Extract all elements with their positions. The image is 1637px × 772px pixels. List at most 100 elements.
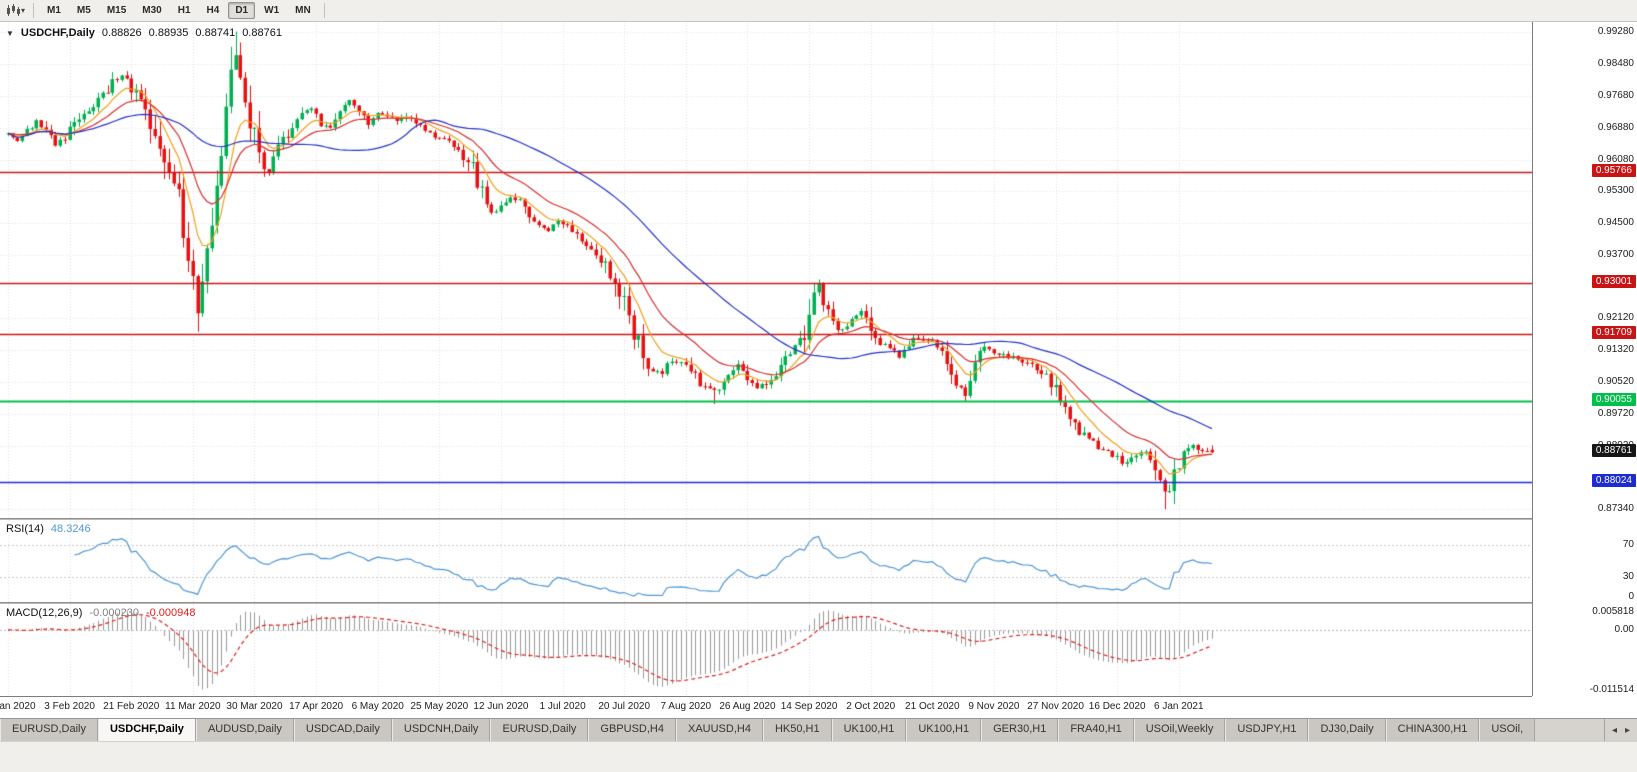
price-axis-label: 0.96080 [1597, 154, 1634, 165]
macd-main-value: -0.000230 [89, 607, 139, 619]
status-bar [0, 741, 1637, 772]
collapse-panel-icon[interactable]: ▼ [6, 28, 14, 38]
chart-tab-eurusd-daily[interactable]: EURUSD,Daily [0, 719, 98, 741]
tabs-scroll-controls: ◂ ▸ [1603, 719, 1637, 741]
time-axis-label: 3 Feb 2020 [44, 701, 95, 712]
macd-signal-value: -0.000948 [145, 607, 196, 619]
timeframe-button-mn[interactable]: MN [295, 5, 311, 16]
time-axis-label: 1 Jul 2020 [539, 701, 586, 712]
timeframe-button-m5[interactable]: M5 [76, 5, 91, 16]
time-axis-label: 9 Nov 2020 [968, 701, 1020, 712]
price-axis-label: 0.96880 [1597, 122, 1634, 133]
time-axis[interactable]: 15 Jan 2020 3 Feb 2020 21 Feb 2020 11 Mar 2… [0, 696, 1532, 718]
macd-axis-label: 0.005818 [1592, 606, 1634, 617]
low-value: 0.88741 [195, 27, 236, 39]
macd-indicator-canvas[interactable] [0, 604, 1532, 696]
time-axis-label: 11 Mar 2020 [165, 701, 221, 712]
chart-tabs: EURUSD,Daily USDCHF,Daily AUDUSD,Daily USDC… [0, 719, 1604, 741]
timeframe-button-h1[interactable]: H1 [177, 5, 191, 16]
chart-tab-usdchf-daily[interactable]: USDCHF,Daily [97, 719, 196, 741]
price-line-tag[interactable]: 0.91709 [1591, 326, 1636, 339]
chart-tab-xauusd-h4[interactable]: XAUUSD,H4 [675, 719, 763, 741]
timeframe-button-w1[interactable]: W1 [264, 5, 280, 16]
rsi-axis-label: 70 [1622, 539, 1634, 550]
time-axis-label: 7 Aug 2020 [660, 701, 712, 712]
price-axis-label: 0.95300 [1597, 185, 1634, 196]
macd-axis-label: -0.011514 [1589, 684, 1634, 695]
chart-tab-fra40-h1[interactable]: FRA40,H1 [1058, 719, 1134, 741]
panel-splitter[interactable] [0, 518, 1637, 520]
price-chart-canvas[interactable] [0, 22, 1532, 518]
time-axis-label: 21 Feb 2020 [103, 701, 160, 712]
price-line-tag[interactable]: 0.93001 [1591, 275, 1636, 288]
chart-tab-usdcad-daily[interactable]: USDCAD,Daily [293, 719, 392, 741]
price-axis-label: 0.89720 [1597, 408, 1634, 419]
rsi-value: 48.3246 [50, 523, 91, 535]
timeframe-button-m1[interactable]: M1 [47, 5, 61, 16]
rsi-indicator-canvas[interactable] [0, 520, 1532, 602]
price-axis-label: 0.91320 [1597, 344, 1634, 355]
timeframe-button-m30[interactable]: M30 [142, 5, 162, 16]
chart-title: ▼ USDCHF,Daily 0.88826 0.88935 0.88741 0… [6, 27, 282, 39]
chart-tab-uk100-h1[interactable]: UK100,H1 [906, 719, 982, 741]
chart-tab-usdcnh-daily[interactable]: USDCNH,Daily [391, 719, 491, 741]
panel-splitter[interactable] [0, 602, 1637, 604]
time-axis-label: 2 Oct 2020 [846, 701, 896, 712]
time-axis-label: 27 Nov 2020 [1027, 701, 1084, 712]
rsi-axis-label: 0 [1628, 591, 1634, 602]
price-line-tag[interactable]: 0.88024 [1591, 474, 1636, 487]
rsi-indicator-label: RSI(14) 48.3246 [6, 523, 91, 535]
toolbar-separator [323, 3, 325, 18]
time-axis-label: 26 Aug 2020 [719, 701, 776, 712]
time-axis-label: 17 Apr 2020 [289, 701, 344, 712]
time-axis-label: 14 Sep 2020 [780, 701, 838, 712]
timeframe-button-d1[interactable]: D1 [228, 2, 256, 19]
open-value: 0.88826 [101, 27, 142, 39]
chart-tab-hk50-h1[interactable]: HK50,H1 [762, 719, 832, 741]
rsi-axis-label: 30 [1622, 571, 1634, 582]
chart-tab-ger30-h1[interactable]: GER30,H1 [981, 719, 1059, 741]
high-value: 0.88935 [148, 27, 189, 39]
chart-tab-dj30-daily[interactable]: DJ30,Daily [1308, 719, 1386, 741]
chart-tab-gbpusd-h4[interactable]: GBPUSD,H4 [588, 719, 676, 741]
price-axis-label: 0.99280 [1597, 26, 1634, 37]
price-axis-label: 0.90520 [1597, 376, 1634, 387]
macd-axis-label: 0.00 [1614, 624, 1634, 635]
time-axis-label: 30 Mar 2020 [226, 701, 283, 712]
price-line-tag[interactable]: 0.95766 [1591, 164, 1636, 177]
candlestick-chart-icon [7, 4, 20, 16]
toolbar-separator [33, 3, 35, 18]
chart-tab-audusd-daily[interactable]: AUDUSD,Daily [195, 719, 294, 741]
chart-tab-china300-h1[interactable]: CHINA300,H1 [1385, 719, 1480, 741]
chart-tab-usoil-weekly[interactable]: USOil,Weekly [1133, 719, 1226, 741]
time-axis-label: 6 Jan 2021 [1154, 701, 1204, 712]
time-axis-label: 16 Dec 2020 [1088, 701, 1146, 712]
time-axis-label: 20 Jul 2020 [598, 701, 651, 712]
macd-indicator-label: MACD(12,26,9) -0.000230 -0.000948 [6, 607, 196, 619]
chart-tabs-bar: EURUSD,Daily USDCHF,Daily AUDUSD,Daily USDC… [0, 718, 1637, 741]
chart-type-button[interactable]: ▾ [3, 3, 28, 18]
time-axis-label: 21 Oct 2020 [905, 701, 960, 712]
timeframe-button-h4[interactable]: H4 [206, 5, 220, 16]
price-axis-label: 0.98480 [1597, 58, 1634, 69]
chart-tab-usdjpy-h1[interactable]: USDJPY,H1 [1225, 719, 1309, 741]
chart-tab-uk100-h1[interactable]: UK100,H1 [831, 719, 907, 741]
symbol-period-label: USDCHF,Daily [20, 27, 95, 39]
price-axis-label: 0.93700 [1597, 249, 1634, 260]
price-axis-label: 0.97680 [1597, 90, 1634, 101]
time-axis-label: 15 Jan 2020 [0, 701, 36, 712]
price-axis[interactable]: 0.99280 0.98480 0.97680 0.96880 0.96080 0.953… [1532, 22, 1637, 696]
price-line-tag[interactable]: 0.90055 [1591, 393, 1636, 406]
chart-tab-usoil[interactable]: USOil, [1479, 719, 1536, 741]
chart-tab-eurusd-daily[interactable]: EURUSD,Daily [490, 719, 589, 741]
rsi-name: RSI(14) [6, 523, 44, 535]
timeframe-toolbar: ▾ M1 M5 M15 M30 H1 H4 D1 W1 MN [0, 0, 1637, 22]
tabs-scroll-left-icon[interactable]: ◂ [1611, 724, 1617, 736]
chevron-down-icon: ▾ [21, 5, 26, 15]
timeframe-button-m15[interactable]: M15 [106, 5, 127, 16]
time-axis-label: 6 May 2020 [351, 701, 404, 712]
price-axis-label: 0.92120 [1597, 312, 1634, 323]
tabs-scroll-right-icon[interactable]: ▸ [1624, 724, 1630, 736]
price-axis-label: 0.87340 [1597, 503, 1634, 514]
